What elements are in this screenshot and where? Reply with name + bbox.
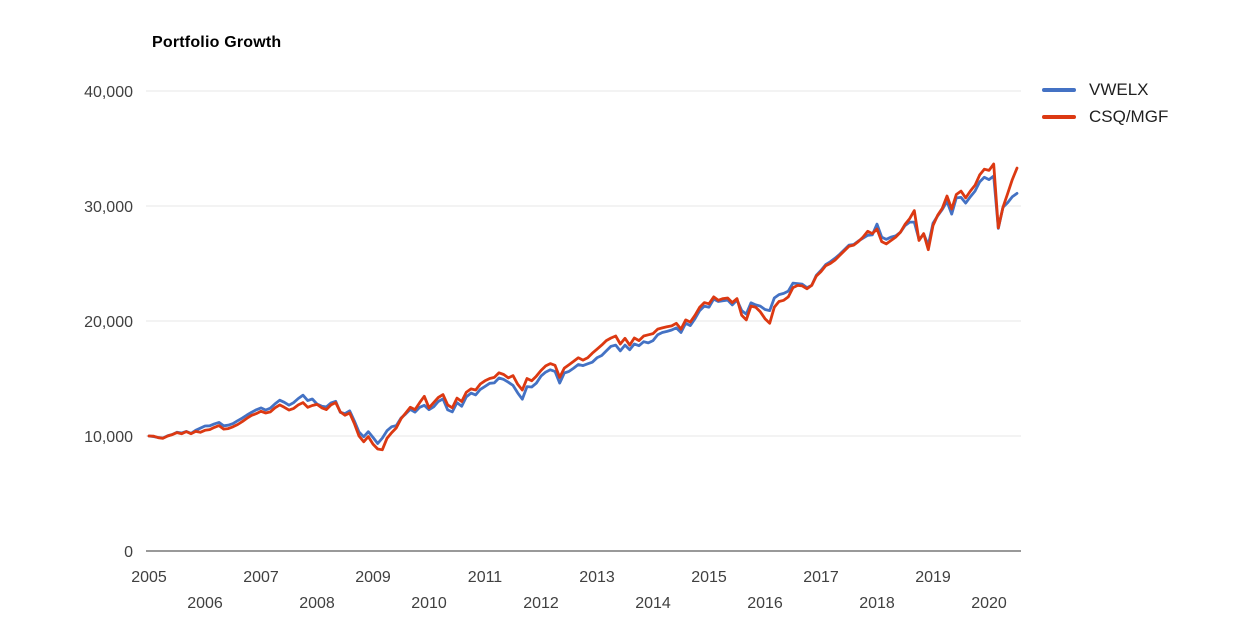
x-axis-tick-label: 2015 (691, 569, 727, 586)
legend-swatch-csq-mgf (1042, 115, 1076, 119)
x-axis-tick-label: 2005 (131, 569, 167, 586)
legend-label-vwelx: VWELX (1089, 80, 1149, 99)
legend: VWELX CSQ/MGF (1042, 79, 1168, 133)
x-axis-tick-label: 2016 (747, 595, 783, 612)
y-axis-tick-label: 30,000 (84, 199, 133, 216)
x-axis-tick-label: 2009 (355, 569, 391, 586)
legend-swatch-vwelx (1042, 88, 1076, 92)
x-axis-tick-label: 2012 (523, 595, 559, 612)
x-axis-tick-label: 2019 (915, 569, 951, 586)
x-axis-tick-label: 2006 (187, 595, 223, 612)
x-axis-tick-label: 2007 (243, 569, 279, 586)
y-axis-tick-label: 10,000 (84, 429, 133, 446)
chart-title: Portfolio Growth (152, 34, 282, 51)
legend-item-vwelx: VWELX (1042, 79, 1168, 101)
x-axis-tick-label: 2011 (468, 569, 503, 586)
x-axis-tick-label: 2018 (859, 595, 895, 612)
y-axis-tick-label: 0 (124, 544, 133, 561)
x-axis-tick-label: 2008 (299, 595, 335, 612)
x-axis-tick-label: 2013 (579, 569, 615, 586)
x-axis-tick-label: 2010 (411, 595, 447, 612)
legend-label-csq-mgf: CSQ/MGF (1089, 107, 1169, 126)
series-line-vwelx (147, 174, 1019, 445)
y-axis-tick-label: 40,000 (84, 84, 133, 101)
series-line-csq-mgf (147, 162, 1019, 452)
x-axis-tick-label: 2020 (971, 595, 1007, 612)
x-axis-tick-label: 2017 (803, 569, 839, 586)
y-axis-tick-label: 20,000 (84, 314, 133, 331)
x-axis-tick-label: 2014 (635, 595, 671, 612)
legend-item-csq-mgf: CSQ/MGF (1042, 106, 1168, 128)
